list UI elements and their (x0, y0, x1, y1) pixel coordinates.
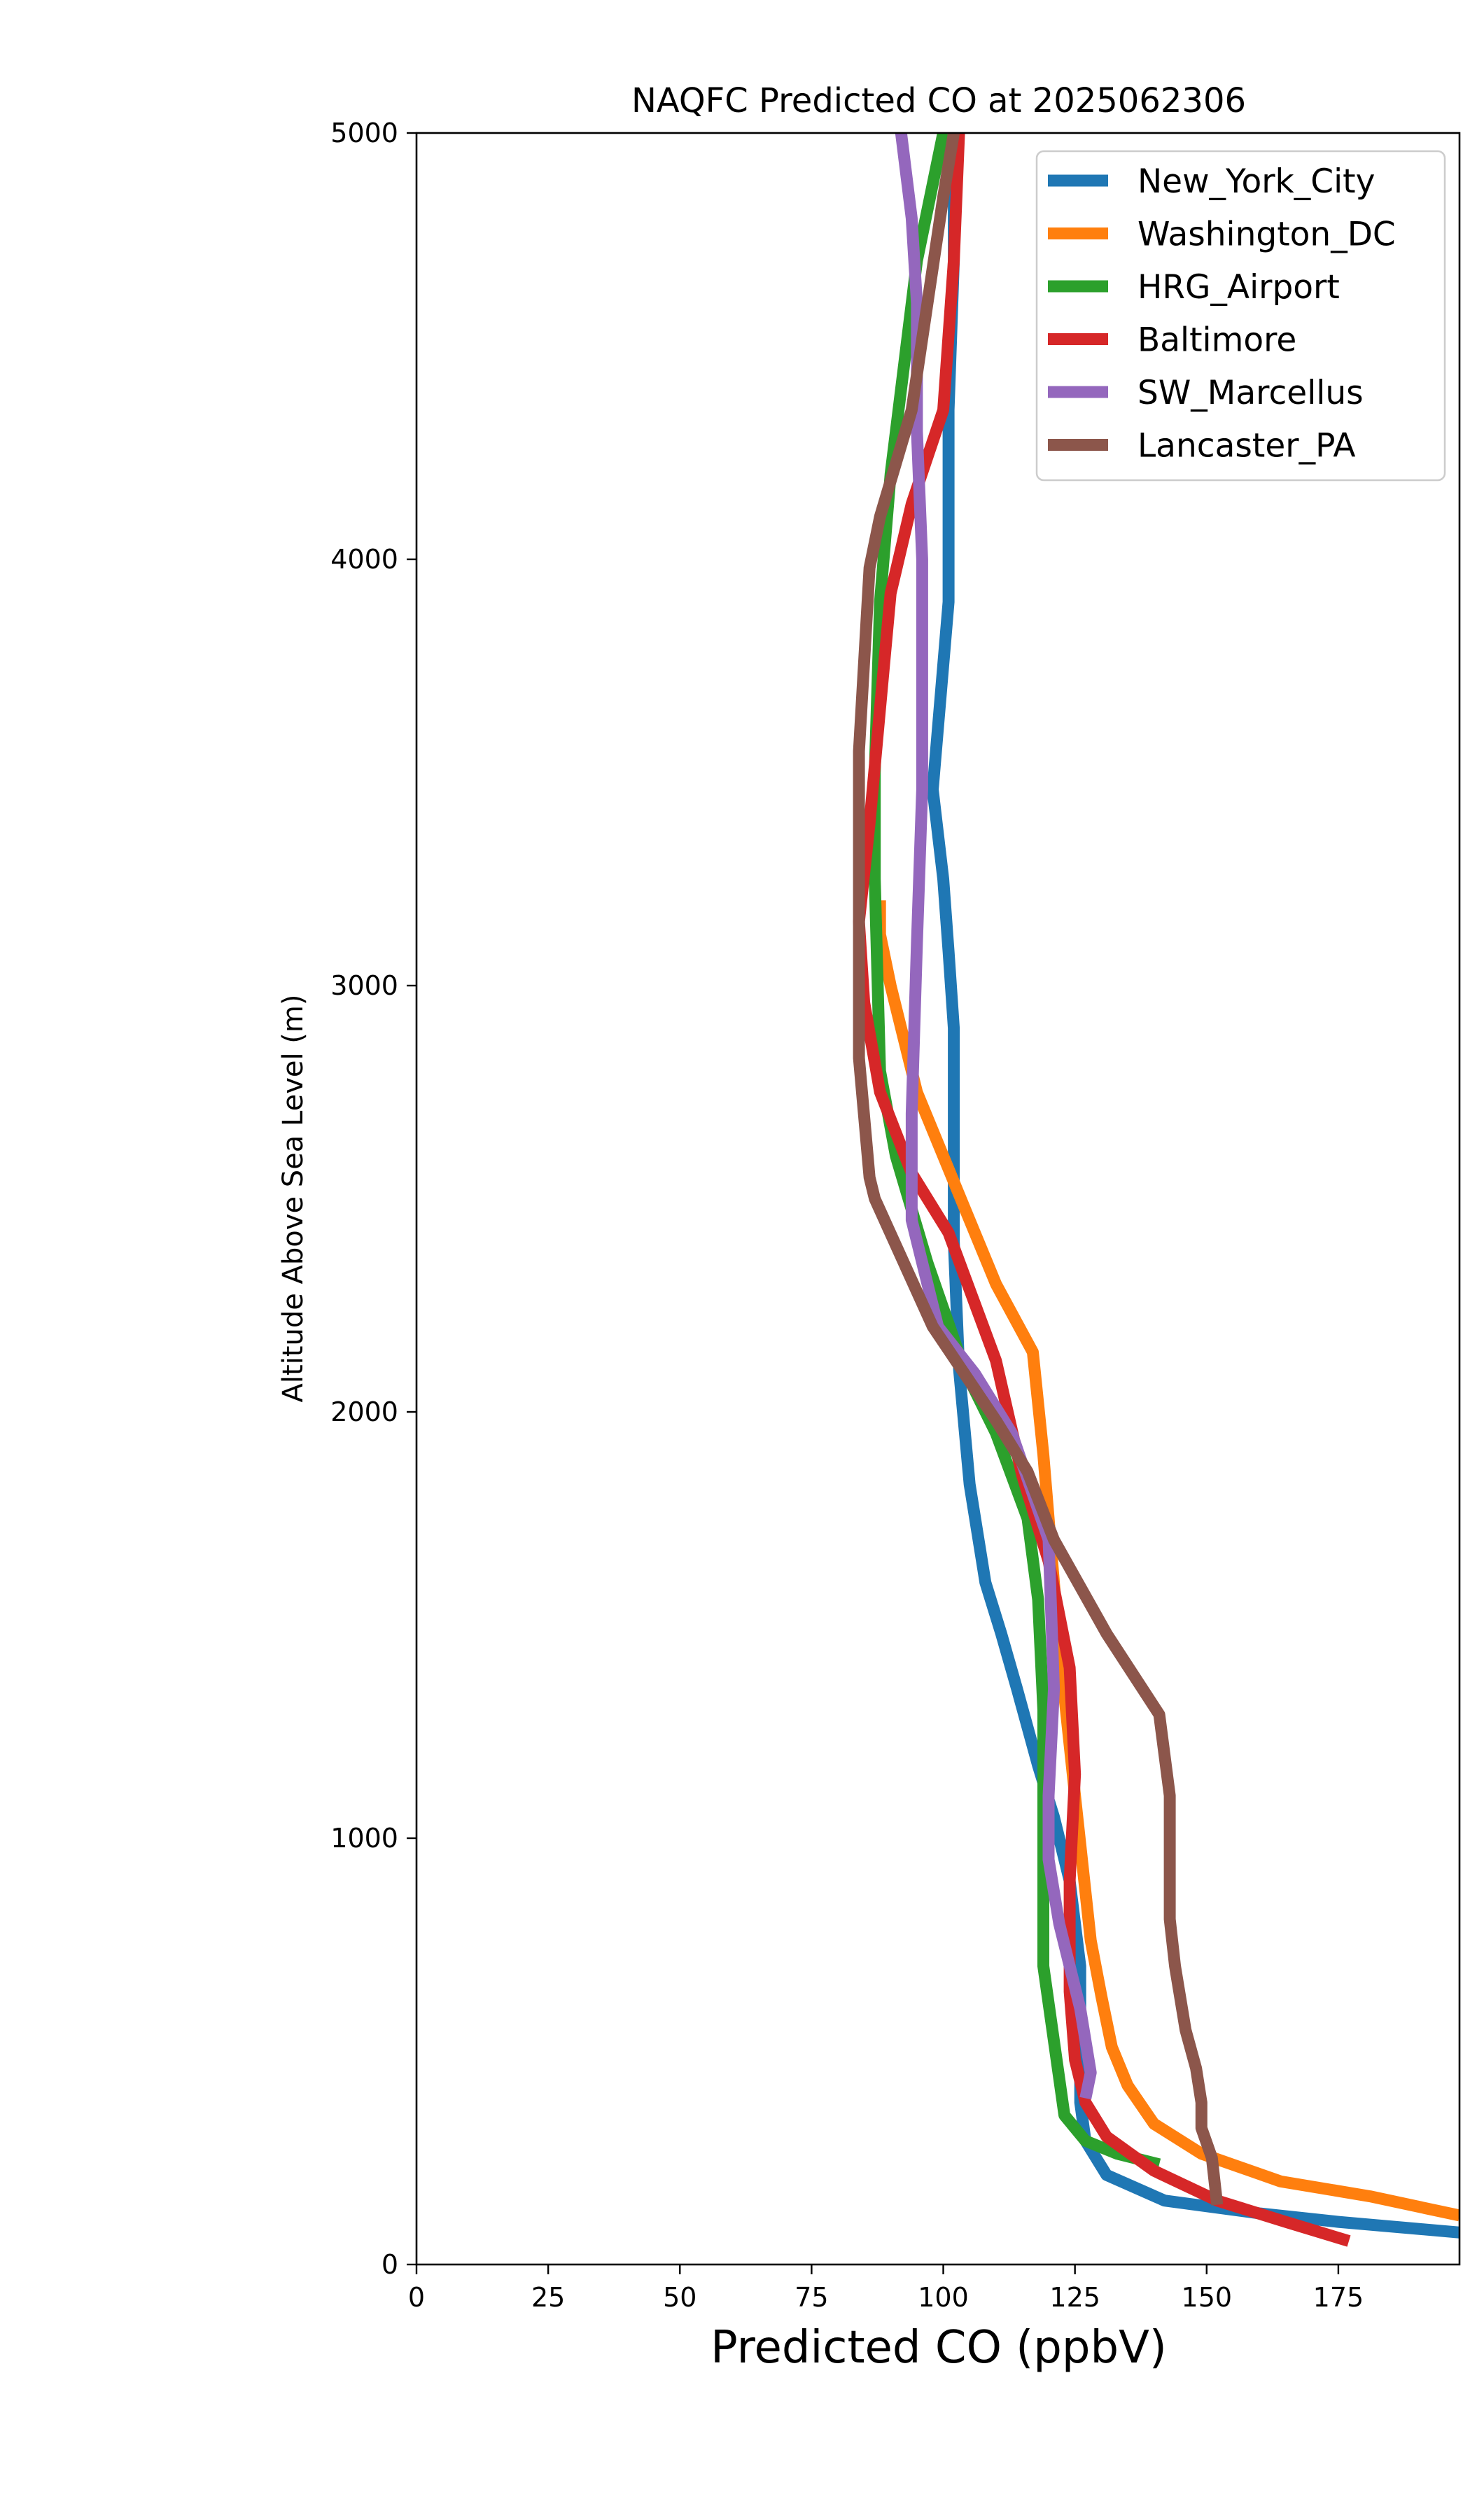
legend: New_York_City Washington_DC HRG_Airport Bal… (1035, 150, 1446, 482)
y-tick-label: 2000 (330, 1396, 398, 1427)
legend-label: Washington_DC (1138, 216, 1396, 254)
y-tick-label: 3000 (330, 970, 398, 1001)
x-tick-label: 150 (1182, 2282, 1233, 2313)
plot-frame (415, 132, 1461, 2266)
y-tick-label: 5000 (330, 118, 398, 148)
y-tick-label: 4000 (330, 544, 398, 575)
x-tick-label: 50 (663, 2282, 696, 2313)
y-tick-label: 1000 (330, 1823, 398, 1854)
series-layer (853, 133, 1460, 2247)
x-tick-label: 100 (918, 2282, 969, 2313)
series-line-new-york-city (927, 133, 1460, 2239)
chart-title: NAQFC Predicted CO at 2025062306 (631, 81, 1246, 120)
y-axis: 0 1000 2000 3000 4000 5000 (330, 118, 416, 2280)
legend-label: New_York_City (1138, 162, 1375, 201)
legend-label: SW_Marcellus (1138, 374, 1364, 412)
x-tick-label: 75 (794, 2282, 828, 2313)
legend-box (1035, 150, 1446, 482)
x-tick-label: 0 (408, 2282, 425, 2313)
legend-label: Baltimore (1138, 321, 1296, 360)
series-line-sw-marcellus (895, 133, 1097, 2100)
x-tick-label: 125 (1049, 2282, 1100, 2313)
x-tick-label: 25 (531, 2282, 565, 2313)
x-axis: 0 25 50 75 100 125 150 175 (408, 2264, 1364, 2313)
legend-label: Lancaster_PA (1138, 427, 1356, 465)
legend-items: New_York_City Washington_DC HRG_Airport Bal… (1048, 162, 1396, 465)
x-axis-label: Predicted CO (ppbV) (710, 2322, 1167, 2374)
y-axis-label: Altitude Above Sea Level (m) (277, 995, 309, 1403)
plot-area (415, 132, 1461, 2266)
x-tick-label: 175 (1313, 2282, 1364, 2313)
legend-label: HRG_Airport (1138, 268, 1340, 307)
series-line-lancaster-pa (853, 133, 1224, 2206)
y-tick-label: 0 (382, 2249, 398, 2280)
